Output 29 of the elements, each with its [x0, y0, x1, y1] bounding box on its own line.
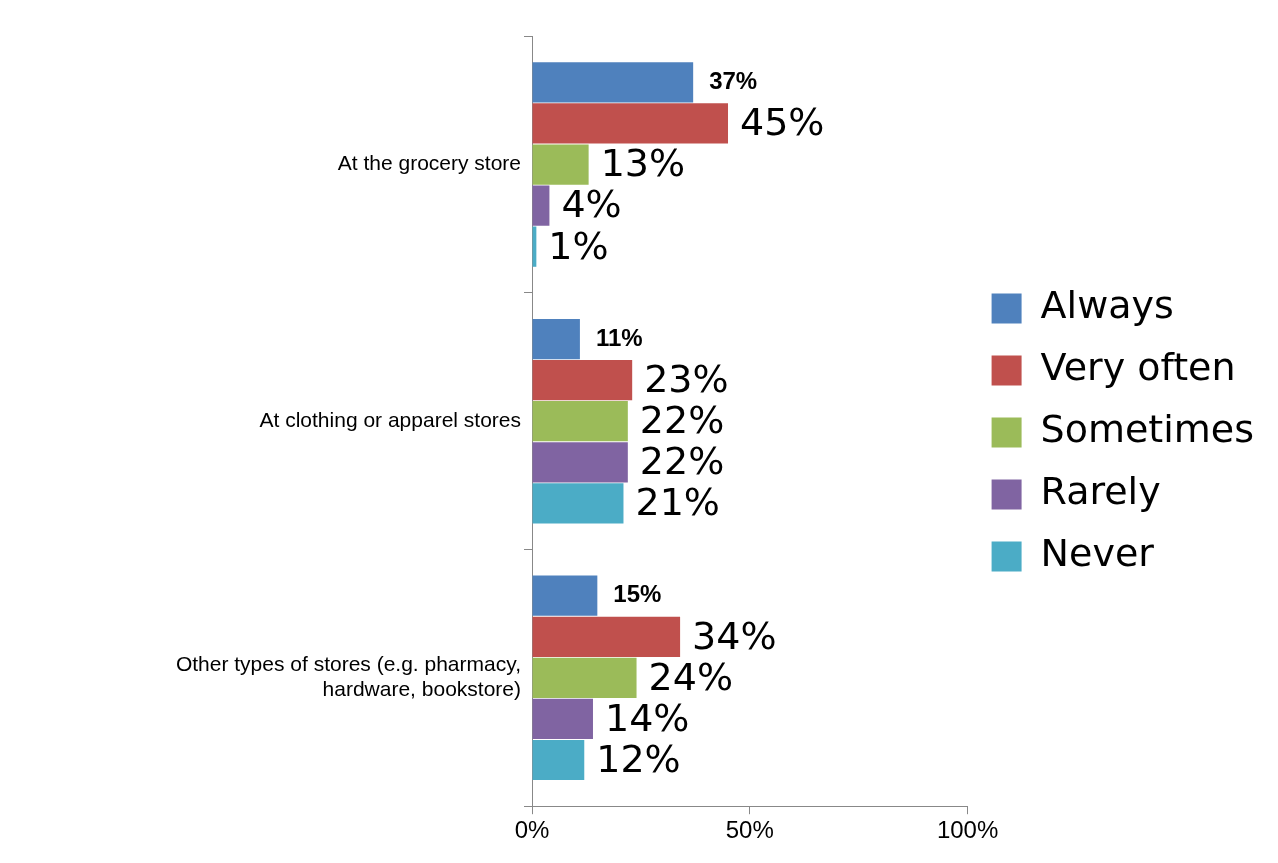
bar [532, 616, 681, 657]
y-tick-label: Other types of stores (e.g. pharmacy, hardware, bookstore) [175, 652, 521, 701]
bar [532, 739, 585, 781]
bar [532, 483, 624, 524]
bar [532, 442, 628, 483]
data-label: 11% [595, 323, 643, 351]
bar [532, 103, 729, 144]
bar [532, 62, 694, 103]
x-tick-label: 100% [936, 816, 999, 844]
data-label: 37% [709, 67, 758, 95]
bar [532, 575, 598, 616]
bar [532, 698, 593, 740]
data-label: 45% [740, 100, 825, 145]
y-tick-label: At the grocery store [337, 151, 521, 175]
data-label: 15% [613, 580, 662, 608]
y-tick-label: At clothing or apparel stores [259, 408, 521, 431]
bar [532, 401, 628, 442]
legend-label: Very often [1040, 345, 1236, 390]
x-tick-label: 0% [514, 816, 550, 844]
bar [532, 185, 550, 226]
legend-label: Always [1040, 283, 1174, 328]
bar [532, 657, 637, 698]
legend-label: Rarely [1040, 469, 1161, 514]
bar [532, 360, 633, 401]
legend-label: Never [1040, 531, 1155, 576]
bar [532, 144, 589, 185]
legend-label: Sometimes [1040, 407, 1255, 452]
x-tick-label: 50% [725, 816, 774, 844]
bar [532, 318, 580, 360]
